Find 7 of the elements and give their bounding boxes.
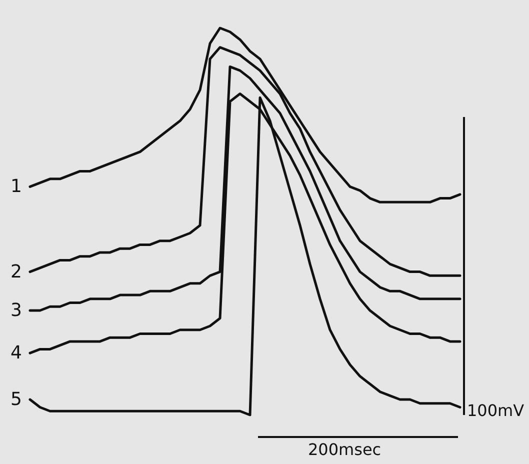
series-label: 1 <box>10 176 22 198</box>
series-label: 5 <box>10 389 22 410</box>
series-label: 3 <box>10 300 22 322</box>
text: 200msec <box>308 440 382 459</box>
series-label: 2 <box>10 261 22 282</box>
text: 100mV <box>467 401 524 420</box>
series-label: 4 <box>10 342 22 364</box>
